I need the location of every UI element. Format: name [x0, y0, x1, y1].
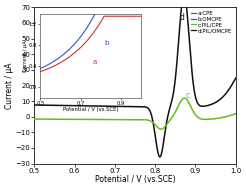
Legend: a:CPE, b:OMCPE, c:PIL/CPE, d:PIL/OMCPE: a:CPE, b:OMCPE, c:PIL/CPE, d:PIL/OMCPE: [190, 10, 233, 34]
Text: c: c: [185, 91, 189, 100]
X-axis label: Potential / V (vs.SCE): Potential / V (vs.SCE): [95, 175, 175, 184]
Text: d: d: [179, 13, 184, 22]
Y-axis label: Current / μA: Current / μA: [5, 62, 14, 109]
